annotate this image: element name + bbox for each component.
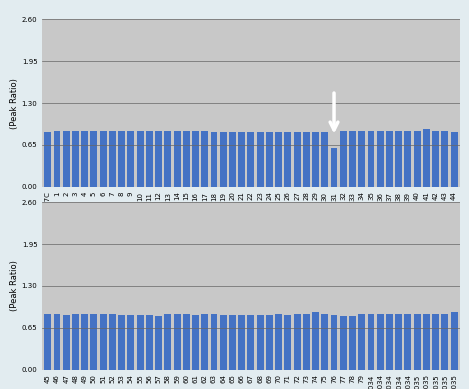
Bar — [331, 315, 338, 370]
Y-axis label: (Peak Ratio): (Peak Ratio) — [10, 261, 19, 311]
Bar — [72, 314, 79, 370]
Bar — [266, 132, 273, 187]
Bar — [164, 314, 171, 370]
Bar — [321, 314, 328, 370]
Bar — [358, 131, 365, 187]
Bar — [423, 314, 430, 370]
Bar — [211, 132, 218, 187]
Bar — [432, 131, 439, 187]
Bar — [146, 131, 153, 187]
Bar — [174, 131, 181, 187]
Bar — [275, 314, 282, 370]
Bar — [72, 131, 79, 187]
Bar — [423, 130, 430, 187]
Bar — [414, 314, 421, 370]
Bar — [284, 132, 291, 187]
Bar — [63, 131, 70, 187]
Bar — [414, 131, 421, 187]
Bar — [53, 131, 61, 187]
Bar — [404, 314, 411, 370]
Bar — [229, 315, 236, 370]
Bar — [331, 148, 338, 187]
Bar — [303, 314, 310, 370]
Bar — [100, 131, 106, 187]
Bar — [155, 316, 162, 370]
Bar — [377, 314, 384, 370]
Bar — [220, 132, 227, 187]
Bar — [183, 314, 190, 370]
Bar — [451, 132, 458, 187]
Bar — [386, 314, 393, 370]
Bar — [220, 315, 227, 370]
Bar — [155, 131, 162, 187]
Bar — [312, 312, 319, 370]
Bar — [349, 131, 356, 187]
Bar — [386, 131, 393, 187]
Bar — [377, 131, 384, 187]
Bar — [201, 131, 208, 187]
Bar — [192, 315, 199, 370]
Bar — [211, 314, 218, 370]
Bar — [294, 132, 301, 187]
Bar — [358, 314, 365, 370]
Bar — [53, 314, 61, 370]
Bar — [81, 314, 88, 370]
Bar — [91, 314, 98, 370]
Bar — [63, 315, 70, 370]
Bar — [146, 315, 153, 370]
Bar — [128, 131, 134, 187]
Bar — [451, 312, 458, 370]
Bar — [257, 132, 264, 187]
Bar — [284, 315, 291, 370]
Bar — [91, 131, 98, 187]
Bar — [368, 314, 374, 370]
Bar — [432, 314, 439, 370]
Bar — [441, 314, 448, 370]
Text: [Exon No.]: [Exon No.] — [416, 233, 460, 243]
Bar — [321, 132, 328, 187]
Bar — [128, 315, 134, 370]
Bar — [404, 131, 411, 187]
Bar — [257, 315, 264, 370]
Bar — [441, 131, 448, 187]
Bar — [395, 314, 402, 370]
Bar — [294, 314, 301, 370]
Bar — [109, 131, 116, 187]
Bar — [248, 132, 254, 187]
Bar — [136, 131, 144, 187]
Bar — [349, 316, 356, 370]
Bar — [136, 315, 144, 370]
Bar — [368, 131, 374, 187]
Bar — [192, 131, 199, 187]
Bar — [118, 131, 125, 187]
Bar — [201, 314, 208, 370]
Bar — [395, 131, 402, 187]
Bar — [100, 314, 106, 370]
Bar — [81, 131, 88, 187]
Y-axis label: (Peak Ratio): (Peak Ratio) — [10, 78, 19, 128]
Bar — [174, 314, 181, 370]
Bar — [340, 131, 347, 187]
Bar — [266, 315, 273, 370]
Bar — [248, 315, 254, 370]
Bar — [109, 314, 116, 370]
Bar — [164, 131, 171, 187]
Bar — [275, 132, 282, 187]
Bar — [44, 132, 51, 187]
Bar — [229, 132, 236, 187]
Bar — [44, 314, 51, 370]
Bar — [238, 315, 245, 370]
Bar — [118, 315, 125, 370]
Bar — [312, 132, 319, 187]
Bar — [303, 132, 310, 187]
Bar — [238, 132, 245, 187]
Bar — [183, 131, 190, 187]
Bar — [340, 316, 347, 370]
